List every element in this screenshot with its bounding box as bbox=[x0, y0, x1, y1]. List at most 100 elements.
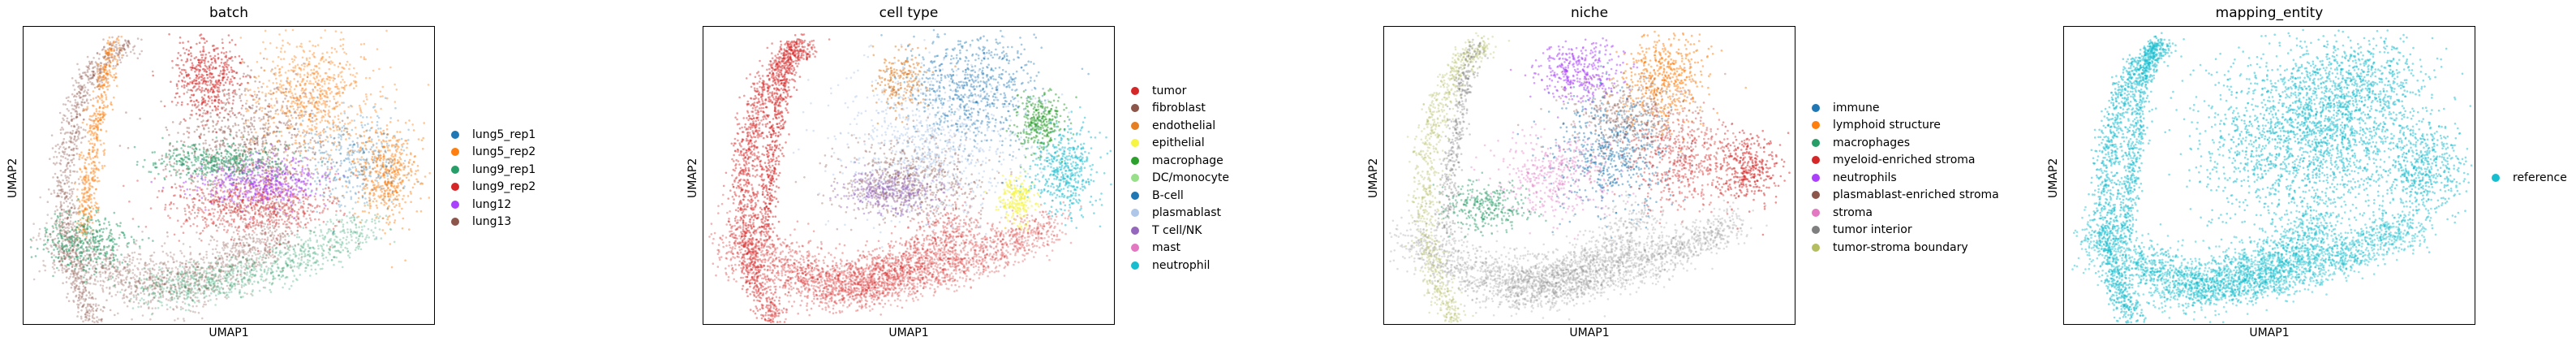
legend-label: immune bbox=[1833, 102, 1880, 115]
panel-title: mapping_entity bbox=[2063, 5, 2475, 21]
panel-title: niche bbox=[1383, 5, 1795, 21]
legend-item: lymphoid structure bbox=[1812, 117, 1999, 135]
legend-label: tumor bbox=[1152, 84, 1186, 97]
legend-marker bbox=[1131, 191, 1139, 200]
legend: reference bbox=[2492, 169, 2567, 187]
legend-item: tumor-stroma boundary bbox=[1812, 239, 1999, 257]
panel-title: batch bbox=[23, 5, 435, 21]
legend-label: neutrophils bbox=[1833, 171, 1897, 184]
legend-label: lung5_rep2 bbox=[472, 145, 535, 158]
legend-label: epithelial bbox=[1152, 136, 1205, 149]
legend-marker bbox=[451, 183, 459, 192]
scatter-plot-area bbox=[703, 26, 1115, 325]
legend-marker bbox=[1131, 226, 1139, 235]
legend-item: plasmablast-enriched stroma bbox=[1812, 187, 1999, 205]
legend-label: neutrophil bbox=[1152, 259, 1210, 272]
legend-item: T cell/NK bbox=[1131, 222, 1229, 240]
x-axis-label: UMAP1 bbox=[2063, 326, 2475, 339]
legend-item: macrophages bbox=[1812, 134, 1999, 152]
legend-marker bbox=[1131, 244, 1139, 253]
legend-marker bbox=[1812, 191, 1820, 200]
legend-item: plasmablast bbox=[1131, 205, 1229, 223]
y-axis-label: UMAP2 bbox=[6, 158, 19, 198]
legend-label: myeloid-enriched stroma bbox=[1833, 153, 1976, 166]
legend-label: lung9_rep1 bbox=[472, 163, 535, 176]
legend-label: reference bbox=[2513, 171, 2567, 184]
legend-item: tumor interior bbox=[1812, 222, 1999, 240]
legend-label: tumor-stroma boundary bbox=[1833, 241, 1968, 254]
umap-scatter bbox=[1389, 30, 1791, 323]
legend-item: macrophage bbox=[1131, 152, 1229, 170]
legend-label: DC/monocyte bbox=[1152, 171, 1229, 184]
legend-item: lung5_rep1 bbox=[451, 126, 535, 144]
legend-label: endothelial bbox=[1152, 119, 1215, 132]
legend-marker bbox=[451, 218, 459, 227]
legend-label: mast bbox=[1152, 241, 1180, 254]
legend-marker bbox=[1131, 209, 1139, 218]
legend: immune lymphoid structure macrophages myelo… bbox=[1812, 99, 1999, 257]
legend-label: macrophage bbox=[1152, 154, 1223, 167]
legend-label: fibroblast bbox=[1152, 102, 1206, 115]
legend-marker bbox=[1131, 86, 1139, 95]
y-axis-label: UMAP2 bbox=[2047, 158, 2060, 198]
legend-marker bbox=[1812, 138, 1820, 147]
legend-label: lung12 bbox=[472, 198, 511, 211]
legend-label: lung9_rep2 bbox=[472, 180, 535, 193]
legend-marker bbox=[2492, 173, 2500, 182]
legend-label: lung5_rep1 bbox=[472, 128, 535, 141]
umap-scatter bbox=[708, 28, 1112, 324]
legend-item: DC/monocyte bbox=[1131, 170, 1229, 188]
legend-marker bbox=[1812, 243, 1820, 252]
legend-item: tumor bbox=[1131, 82, 1229, 100]
legend-item: stroma bbox=[1812, 204, 1999, 222]
legend-label: macrophages bbox=[1833, 136, 1910, 149]
scatter-plot-area bbox=[1383, 26, 1795, 325]
legend-item: lung12 bbox=[451, 196, 535, 214]
legend-marker bbox=[451, 165, 459, 174]
legend-item: myeloid-enriched stroma bbox=[1812, 152, 1999, 170]
legend-marker bbox=[1812, 103, 1820, 112]
legend-marker bbox=[1131, 104, 1139, 113]
x-axis-label: UMAP1 bbox=[23, 326, 435, 339]
legend-marker bbox=[1812, 156, 1820, 165]
legend-item: neutrophil bbox=[1131, 257, 1229, 274]
umap-scatter bbox=[2071, 28, 2473, 324]
legend-item: B-cell bbox=[1131, 187, 1229, 205]
legend-marker bbox=[1131, 121, 1139, 130]
legend-marker bbox=[1131, 139, 1139, 148]
legend-marker bbox=[1812, 121, 1820, 130]
legend-marker bbox=[1131, 156, 1139, 165]
legend-label: B-cell bbox=[1152, 189, 1184, 202]
legend-item: endothelial bbox=[1131, 117, 1229, 135]
legend-marker bbox=[451, 148, 459, 157]
legend-marker bbox=[1131, 261, 1139, 270]
legend-label: lung13 bbox=[472, 215, 511, 228]
legend-item: fibroblast bbox=[1131, 100, 1229, 118]
legend-label: plasmablast bbox=[1152, 206, 1221, 219]
legend: tumor fibroblast endothelial epithelial macr… bbox=[1131, 82, 1229, 274]
legend-item: immune bbox=[1812, 99, 1999, 117]
x-axis-label: UMAP1 bbox=[1383, 326, 1795, 339]
legend-item: lung13 bbox=[451, 214, 535, 231]
legend-label: T cell/NK bbox=[1152, 224, 1202, 237]
panel-title: cell type bbox=[703, 5, 1115, 21]
scatter-plot-area bbox=[23, 26, 435, 325]
legend-label: lymphoid structure bbox=[1833, 119, 1941, 132]
legend-label: tumor interior bbox=[1833, 223, 1912, 236]
legend-label: stroma bbox=[1833, 206, 1873, 219]
legend-item: neutrophils bbox=[1812, 169, 1999, 187]
legend-item: lung5_rep2 bbox=[451, 144, 535, 162]
scatter-plot-area bbox=[2063, 26, 2475, 325]
legend-marker bbox=[451, 200, 459, 209]
x-axis-label: UMAP1 bbox=[703, 326, 1115, 339]
legend-item: lung9_rep1 bbox=[451, 161, 535, 179]
legend-marker bbox=[1131, 174, 1139, 183]
y-axis-label: UMAP2 bbox=[686, 158, 699, 198]
legend-label: plasmablast-enriched stroma bbox=[1833, 188, 1999, 201]
legend: lung5_rep1 lung5_rep2 lung9_rep1 lung9_rep2… bbox=[451, 126, 535, 231]
legend-marker bbox=[1812, 173, 1820, 182]
legend-marker bbox=[1812, 226, 1820, 235]
legend-item: reference bbox=[2492, 169, 2567, 187]
legend-marker bbox=[451, 130, 459, 139]
legend-item: epithelial bbox=[1131, 135, 1229, 153]
